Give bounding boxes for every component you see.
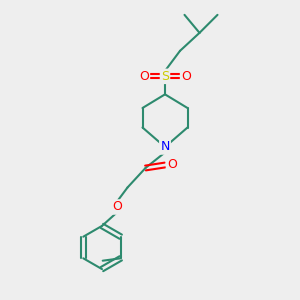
Text: O: O <box>181 70 191 83</box>
Text: O: O <box>112 200 122 214</box>
Text: O: O <box>139 70 149 83</box>
Text: S: S <box>161 70 169 83</box>
Text: N: N <box>160 140 170 154</box>
Text: O: O <box>167 158 177 171</box>
